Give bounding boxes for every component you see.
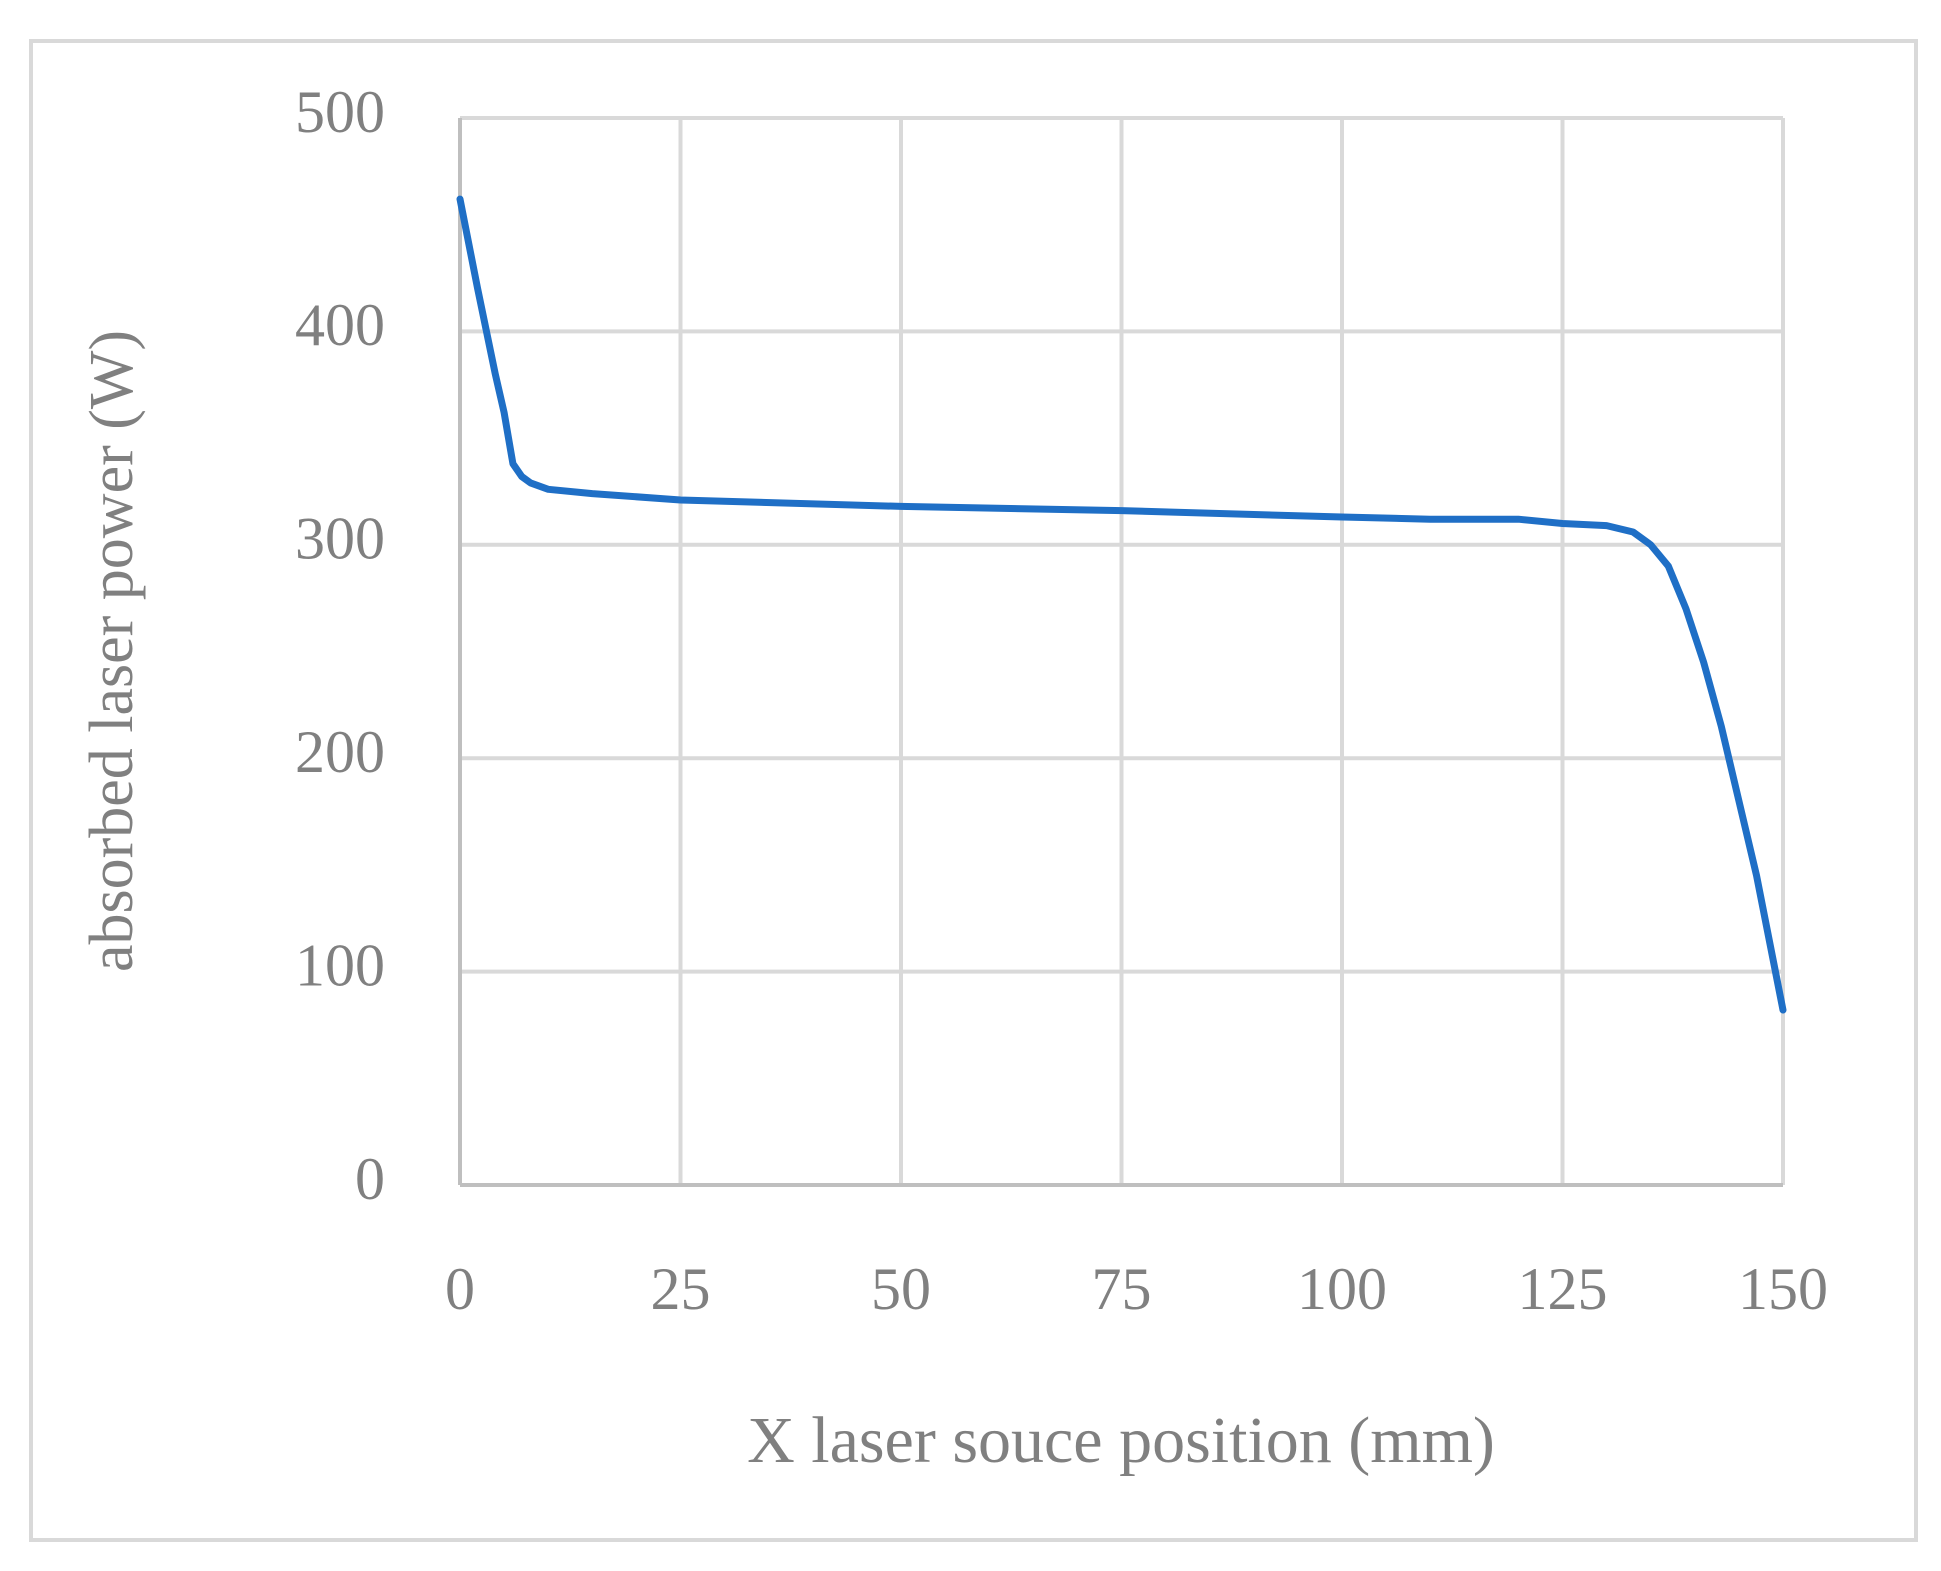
y-tick-label: 500 <box>295 79 385 145</box>
x-tick-label: 150 <box>1738 1256 1828 1322</box>
x-tick-label: 100 <box>1297 1256 1387 1322</box>
x-tick-label: 0 <box>445 1256 475 1322</box>
line-series <box>456 195 1787 1014</box>
y-tick-label: 100 <box>295 932 385 998</box>
y-tick-label: 200 <box>295 719 385 785</box>
x-axis-title: X laser souce position (mm) <box>747 1404 1495 1477</box>
y-tick-label: 0 <box>355 1146 385 1212</box>
chart-border <box>29 39 1918 1542</box>
x-tick-label: 125 <box>1518 1256 1608 1322</box>
x-tick-label: 25 <box>651 1256 711 1322</box>
x-tick-label: 50 <box>871 1256 931 1322</box>
y-tick-label: 400 <box>295 292 385 358</box>
x-tick-label: 75 <box>1092 1256 1152 1322</box>
y-tick-label: 300 <box>295 506 385 572</box>
y-axis-title: absorbed laser power (W) <box>78 330 146 972</box>
